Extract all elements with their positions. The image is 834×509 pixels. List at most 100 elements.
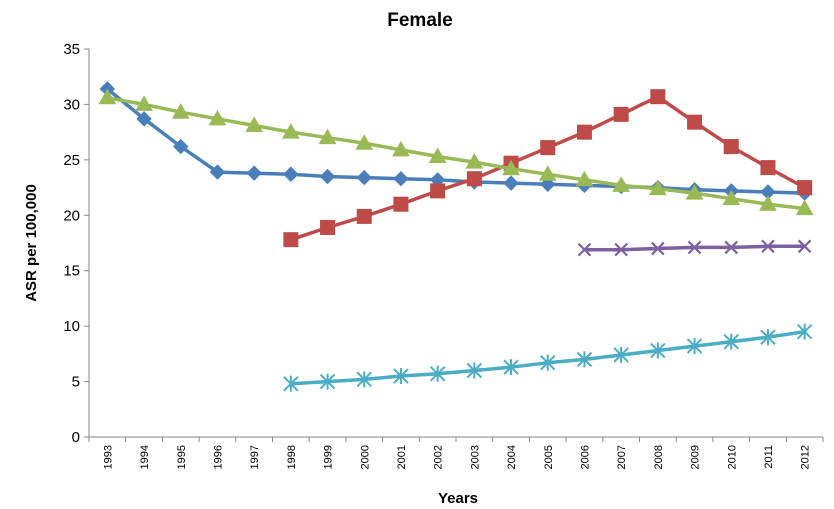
data-point <box>724 240 739 255</box>
data-point <box>98 88 117 105</box>
data-point <box>650 342 666 359</box>
x-tick-label: 1997 <box>249 445 261 469</box>
series-3 <box>98 88 814 216</box>
x-tick-label: 1996 <box>212 445 224 469</box>
data-point <box>651 241 665 256</box>
data-point <box>540 354 556 371</box>
data-point <box>356 371 372 388</box>
data-point <box>502 159 520 176</box>
data-point <box>466 362 483 379</box>
data-point <box>503 359 519 376</box>
data-point <box>648 179 667 196</box>
data-point <box>356 169 372 186</box>
data-point <box>356 208 372 224</box>
data-point <box>723 333 739 350</box>
y-tick-label: 15 <box>63 263 80 280</box>
data-point <box>612 176 631 192</box>
data-point <box>686 338 703 355</box>
x-tick-label: 2006 <box>579 445 591 469</box>
series-line <box>106 87 805 195</box>
data-point <box>540 140 556 156</box>
series-4 <box>577 239 812 257</box>
x-tick-label: 1994 <box>139 445 151 469</box>
data-point <box>796 323 813 340</box>
data-point <box>759 195 777 211</box>
x-tick-label: 1995 <box>176 445 188 469</box>
data-point <box>760 329 776 346</box>
x-tick-label: 1999 <box>323 445 335 469</box>
data-point <box>687 240 702 255</box>
y-tick-label: 35 <box>63 41 80 58</box>
x-tick-label: 2003 <box>469 445 481 469</box>
data-point <box>208 109 227 126</box>
y-tick-label: 20 <box>63 207 80 224</box>
x-tick-label: 2000 <box>359 445 371 469</box>
data-point <box>760 160 776 176</box>
data-point <box>393 368 409 385</box>
x-tick-label: 2001 <box>396 445 408 469</box>
x-tick-label: 2009 <box>690 445 702 469</box>
data-point <box>355 134 374 150</box>
data-point <box>319 373 336 390</box>
x-tick-label: 2005 <box>543 445 555 469</box>
x-tick-label: 2011 <box>763 445 775 469</box>
data-point <box>392 140 410 157</box>
x-tick-label: 2008 <box>653 445 665 469</box>
series-layer <box>98 81 814 392</box>
x-tick-label: 1993 <box>102 445 114 469</box>
data-point <box>136 111 152 127</box>
data-point <box>318 128 337 145</box>
x-axis-title: Years <box>438 490 478 507</box>
data-point <box>797 239 812 254</box>
data-point <box>283 166 299 182</box>
x-tick-label: 2012 <box>800 445 812 469</box>
data-point <box>245 116 264 132</box>
y-tick-label: 5 <box>72 374 80 391</box>
data-point <box>429 365 446 382</box>
data-point <box>320 219 336 235</box>
data-point <box>283 232 299 248</box>
data-point <box>466 171 482 187</box>
data-point <box>393 170 409 187</box>
y-tick-label: 30 <box>63 96 80 113</box>
data-point <box>576 124 592 140</box>
data-point <box>428 147 447 164</box>
data-point <box>797 180 813 196</box>
data-point <box>173 138 189 155</box>
data-point <box>650 89 666 105</box>
series-1 <box>99 81 813 201</box>
data-point <box>209 164 226 180</box>
data-point <box>577 242 592 257</box>
x-tick-label: 1998 <box>286 445 298 469</box>
x-tick-label: 2002 <box>433 445 445 469</box>
series-5 <box>283 323 813 392</box>
data-point <box>687 114 703 130</box>
data-point <box>503 175 519 191</box>
chart-title: Female <box>387 10 452 31</box>
x-tick-label: 2004 <box>506 445 518 469</box>
data-point <box>613 106 629 122</box>
x-tick-label: 2010 <box>726 445 738 469</box>
data-point <box>614 242 628 257</box>
data-point <box>795 199 814 216</box>
data-point <box>723 139 739 155</box>
data-point <box>281 123 300 139</box>
y-tick-label: 25 <box>63 152 80 169</box>
data-point <box>465 153 484 169</box>
y-tick-label: 10 <box>63 318 80 335</box>
data-point <box>246 165 262 181</box>
y-tick-label: 0 <box>72 429 80 446</box>
x-tick-label: 2007 <box>616 445 628 469</box>
data-point <box>430 183 446 199</box>
data-point <box>761 239 775 254</box>
data-point <box>171 103 190 119</box>
axes: 0 5 10 15 20 25 30 35 1993 1994 1995 1996 1997 1998 19… <box>63 41 824 469</box>
series-line <box>106 96 805 211</box>
data-point <box>538 165 557 181</box>
data-point <box>319 168 336 185</box>
data-point <box>135 95 153 111</box>
y-axis-title: ASR per 100,000 <box>23 184 40 302</box>
data-point <box>393 196 409 212</box>
data-point <box>685 184 704 200</box>
